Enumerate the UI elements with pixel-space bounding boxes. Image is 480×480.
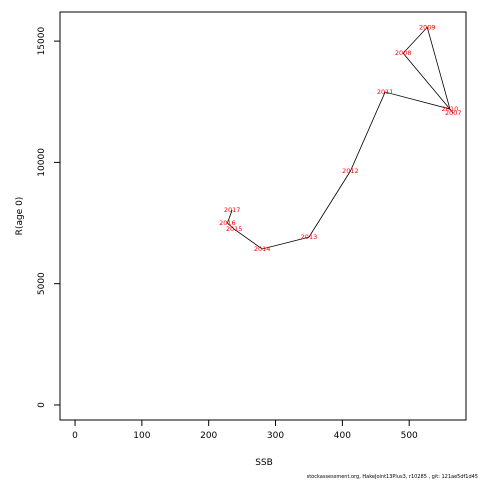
y-tick-label: 0 [37,402,47,408]
x-tick-label: 0 [72,431,78,441]
x-axis-label: SSB [255,458,273,468]
point-label: 2015 [226,225,243,233]
y-axis-label: R(age 0) [15,197,25,236]
x-tick-label: 200 [200,431,217,441]
point-label: 2014 [254,245,271,253]
x-tick-label: 500 [401,431,418,441]
point-label: 2012 [342,167,359,175]
y-tick-label: 5000 [37,272,47,295]
point-label: 2008 [395,49,412,57]
point-label: 2016 [219,219,236,227]
x-tick-label: 400 [334,431,351,441]
y-tick-label: 10000 [37,148,47,177]
x-tick-label: 300 [267,431,284,441]
y-tick-label: 15000 [37,27,47,56]
plot-frame [59,11,467,421]
point-label: 2010 [442,105,459,113]
point-label: 2013 [301,233,318,241]
x-tick-label: 100 [133,431,150,441]
series-line [226,26,454,250]
point-label: 2009 [419,23,436,31]
footer: stockassessment.org, HakeJoint13Plus3, r… [307,474,478,480]
point-label: 2011 [377,88,394,96]
point-label: 2017 [224,206,241,214]
point-label: 2007 [445,109,462,117]
